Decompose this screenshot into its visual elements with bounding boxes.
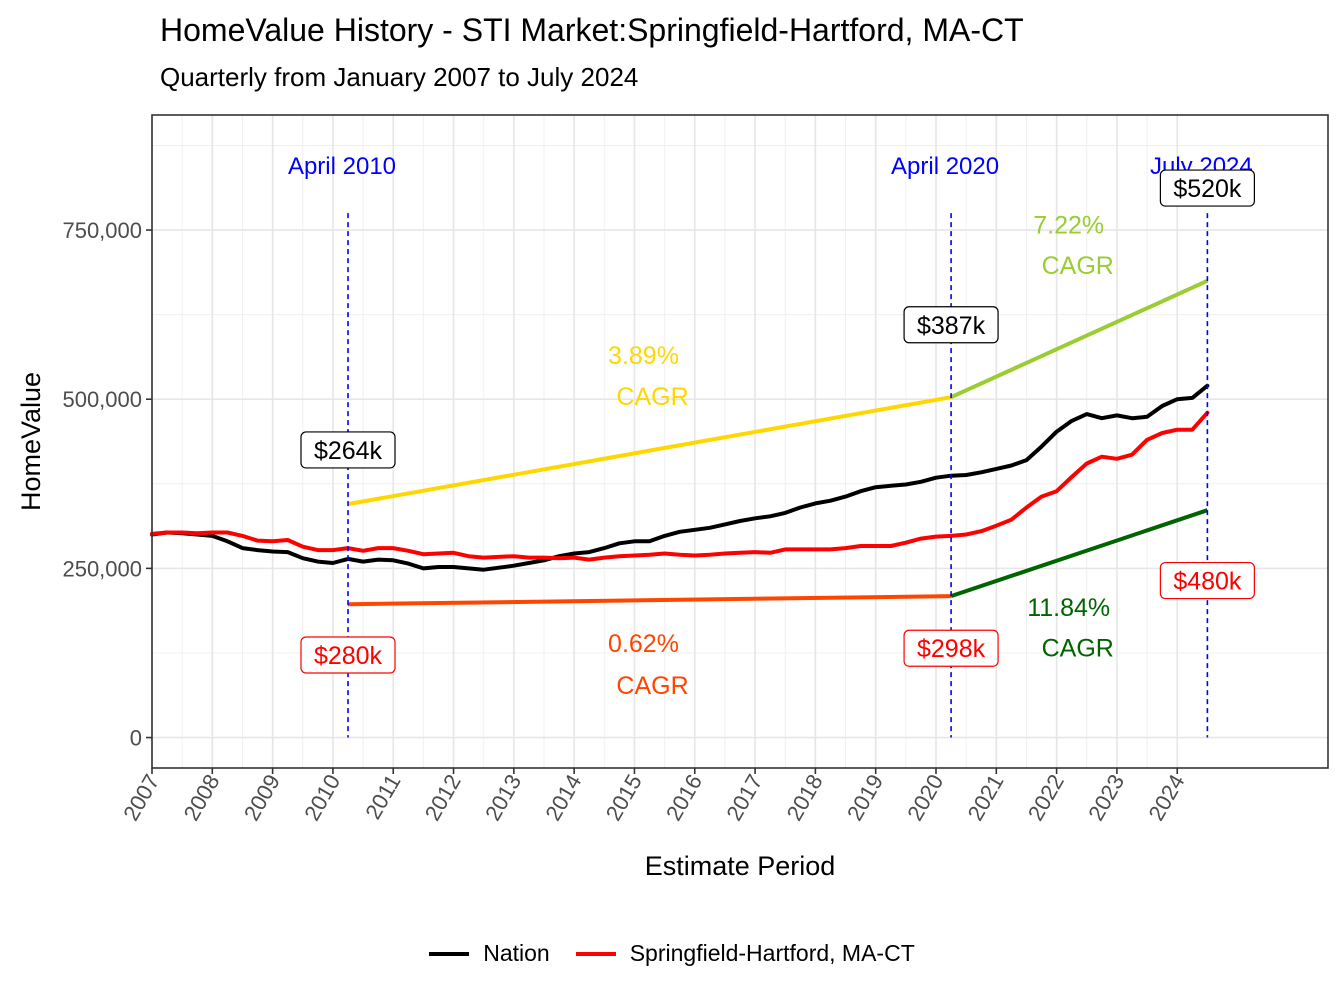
value-label-0: $264k: [314, 437, 383, 465]
cagr-label-4: 0.62%: [608, 630, 679, 658]
x-tick-label: 2021: [963, 770, 1009, 825]
value-label-4: $298k: [917, 635, 986, 663]
y-tick-label: 0: [130, 726, 142, 751]
legend: Nation Springfield-Hartford, MA-CT: [0, 940, 1344, 967]
x-tick-label: 2009: [239, 770, 285, 825]
x-tick-label: 2014: [540, 770, 586, 825]
legend-entry-market: Springfield-Hartford, MA-CT: [575, 940, 915, 967]
x-tick-label: 2016: [661, 770, 707, 825]
cagr-label-0: 3.89%: [608, 342, 679, 370]
x-tick-label: 2022: [1023, 770, 1069, 825]
chart-subtitle: Quarterly from January 2007 to July 2024: [160, 62, 639, 92]
legend-entry-nation: Nation: [429, 940, 550, 967]
x-axis-title: Estimate Period: [645, 851, 836, 881]
y-tick-label: 750,000: [62, 218, 142, 243]
x-tick-label: 2012: [420, 770, 466, 825]
x-tick-label: 2010: [299, 770, 345, 825]
x-tick-label: 2018: [782, 770, 828, 825]
value-label-3: $280k: [314, 642, 383, 670]
cagr-label-6: 11.84%: [1027, 594, 1110, 622]
value-label-box-2: [1159, 169, 1255, 207]
x-tick-label: 2024: [1143, 770, 1189, 825]
legend-label-market: Springfield-Hartford, MA-CT: [629, 940, 915, 966]
x-tick-label: 2013: [480, 770, 526, 825]
value-label-box-5: [1159, 561, 1255, 600]
nation-trend-2010-2020: [347, 395, 952, 507]
y-tick-label: 500,000: [62, 387, 142, 412]
value-label-box-4: [903, 629, 999, 667]
series-line-market: [150, 410, 1210, 562]
x-tick-label: 2007: [118, 770, 164, 825]
nation-trend-2020-2024: [950, 278, 1209, 399]
cagr-label-3: CAGR: [1042, 252, 1114, 280]
x-tick-label: 2019: [842, 770, 888, 825]
cagr-label-7: CAGR: [1042, 635, 1114, 663]
cagr-label-5: CAGR: [616, 672, 688, 700]
legend-label-nation: Nation: [483, 940, 550, 966]
x-tick-label: 2023: [1083, 770, 1129, 825]
chart-title: HomeValue History - STI Market:Springfie…: [160, 12, 1024, 48]
x-tick-label: 2015: [601, 770, 647, 825]
market-trend-2020-2024: [950, 508, 1209, 599]
value-label-2: $520k: [1173, 175, 1242, 203]
y-axis-title: HomeValue: [16, 372, 46, 511]
value-label-1: $387k: [917, 312, 986, 340]
cagr-label-2: 7.22%: [1033, 212, 1104, 240]
x-tick-label: 2020: [902, 770, 948, 825]
value-label-box-0: [300, 431, 396, 469]
vline-label-0: April 2010: [288, 153, 396, 180]
vline-label-1: April 2020: [891, 153, 999, 180]
value-label-5: $480k: [1173, 568, 1242, 596]
value-label-box-1: [903, 306, 999, 344]
legend-key-market: [575, 951, 616, 956]
x-tick-label: 2008: [179, 770, 225, 825]
series-line-nation: [150, 383, 1210, 572]
x-tick-label: 2011: [360, 770, 405, 823]
plot-border: [151, 114, 1329, 769]
cagr-label-1: CAGR: [616, 383, 688, 411]
legend-key-nation: [429, 951, 470, 956]
y-tick-label: 250,000: [62, 556, 142, 581]
market-trend-2010-2020: [347, 594, 952, 607]
value-label-box-3: [300, 636, 396, 674]
x-tick-label: 2017: [721, 770, 767, 825]
